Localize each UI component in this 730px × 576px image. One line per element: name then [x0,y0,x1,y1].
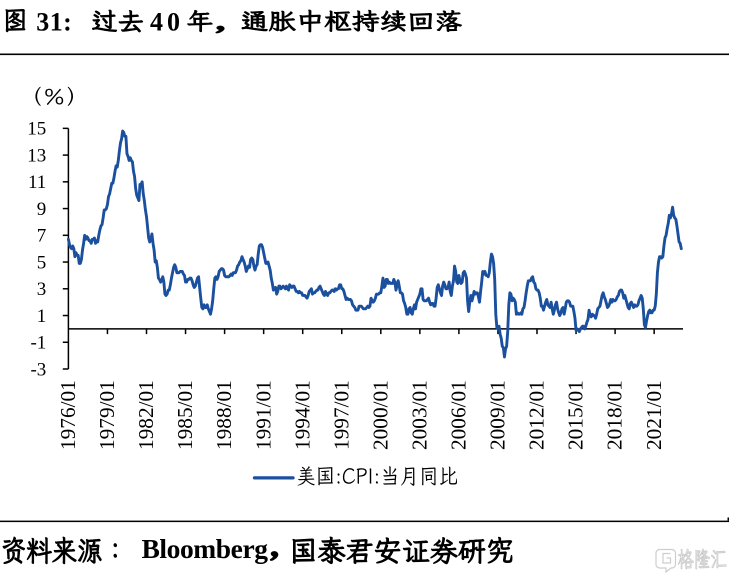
svg-text:1979/01: 1979/01 [95,380,119,450]
svg-text:1976/01: 1976/01 [56,380,80,450]
svg-text:15: 15 [27,119,46,140]
svg-text:2012/01: 2012/01 [525,380,549,450]
svg-text:-1: -1 [30,333,46,354]
svg-text:7: 7 [37,226,47,247]
svg-text:2021/01: 2021/01 [642,380,666,450]
svg-text:1982/01: 1982/01 [134,380,158,450]
svg-text:1: 1 [37,306,47,327]
svg-text:13: 13 [27,145,46,166]
svg-text:1997/01: 1997/01 [329,380,353,450]
svg-text:11: 11 [28,172,46,193]
svg-text:3: 3 [37,279,47,300]
svg-text:40: 40 [150,8,180,37]
svg-text:9: 9 [37,199,47,220]
svg-text:1994/01: 1994/01 [290,380,314,450]
svg-text:5: 5 [37,252,47,273]
svg-text:2000/01: 2000/01 [368,380,392,450]
svg-text:-3: -3 [30,359,46,380]
svg-text:1985/01: 1985/01 [173,380,197,450]
svg-text:Bloomberg: Bloomberg [142,533,269,564]
svg-text:2006/01: 2006/01 [447,380,471,450]
svg-text:2018/01: 2018/01 [603,380,627,450]
svg-text:2015/01: 2015/01 [564,380,588,450]
svg-text:1988/01: 1988/01 [212,380,236,450]
svg-text:2003/01: 2003/01 [407,380,431,450]
svg-text:31:: 31: [36,8,72,37]
svg-text:1991/01: 1991/01 [251,380,275,450]
svg-text:2009/01: 2009/01 [486,380,510,450]
